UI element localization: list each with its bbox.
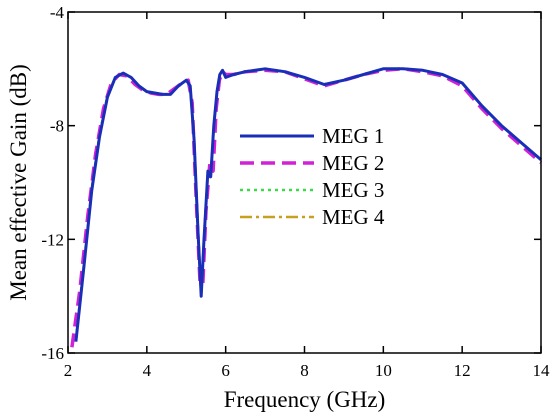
axes-layer: 2 4 6 8 10 12 14 -16 -12 -8 -4 [41, 3, 550, 380]
x-tick-label: 8 [300, 361, 309, 380]
legend: MEG 1 MEG 2 MEG 3 MEG 4 [240, 124, 385, 229]
y-tick-label: -8 [50, 117, 64, 136]
legend-label-meg-1: MEG 1 [322, 124, 384, 148]
x-tick-label: 12 [454, 361, 471, 380]
x-tick-label: 10 [375, 361, 392, 380]
x-tick-label: 2 [64, 361, 73, 380]
y-axis-title: Mean effective Gain (dB) [6, 64, 31, 301]
series-line-meg-1 [74, 67, 542, 342]
legend-label-meg-4: MEG 4 [322, 205, 385, 229]
y-tick-label: -16 [41, 344, 64, 363]
legend-label-meg-3: MEG 3 [322, 178, 384, 202]
x-tick-label: 4 [143, 361, 152, 380]
x-axis-title: Frequency (GHz) [224, 387, 386, 412]
x-tick-label: 6 [221, 361, 230, 380]
y-tick-label: -12 [41, 230, 64, 249]
marks-layer [70, 67, 543, 348]
legend-label-meg-2: MEG 2 [322, 151, 384, 175]
x-tick-label: 14 [533, 361, 550, 380]
y-tick-label: -4 [50, 3, 65, 22]
